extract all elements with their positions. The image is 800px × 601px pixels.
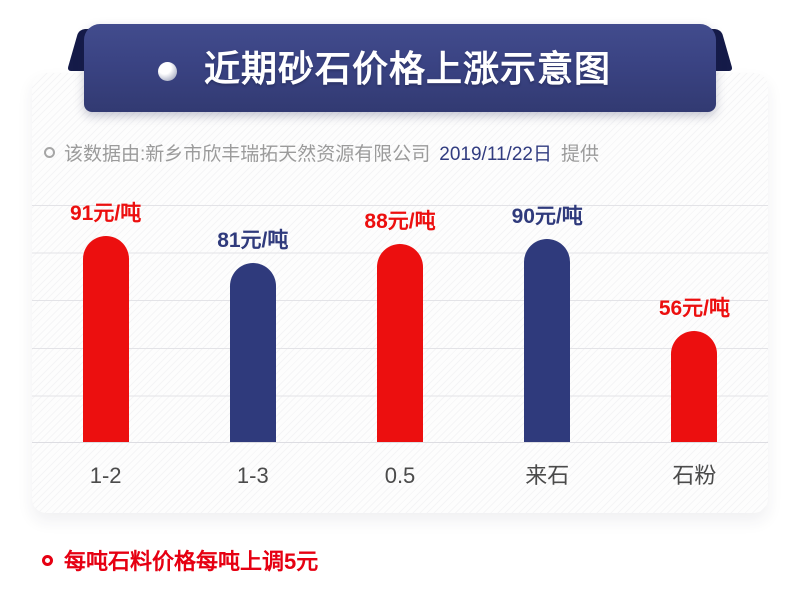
bar-chart: 91元/吨 1-2 81元/吨 1-3 88元/吨 0.5 90元/吨 来石 5…	[32, 202, 768, 488]
bar-group: 88元/吨 0.5	[326, 205, 473, 488]
bar	[524, 239, 571, 442]
bar-value-label: 81元/吨	[217, 229, 289, 252]
bar-group: 90元/吨 来石	[474, 205, 621, 488]
circle-bullet-icon	[42, 554, 53, 566]
bar	[82, 236, 129, 442]
category-label: 来石	[525, 463, 570, 488]
bar-value-label: 91元/吨	[70, 202, 142, 225]
bar-value-label: 88元/吨	[364, 210, 436, 233]
circle-bullet-icon	[44, 147, 55, 158]
category-label: 石粉	[672, 463, 717, 488]
bar	[671, 331, 718, 442]
bar-group: 56元/吨 石粉	[621, 205, 768, 488]
bar-group: 81元/吨 1-3	[179, 205, 326, 488]
page-title: 近期砂石价格上涨示意图	[204, 48, 612, 89]
footnote-text: 每吨石料价格每吨上调5元	[64, 549, 319, 574]
sphere-bullet-icon	[158, 62, 177, 81]
footnote: 每吨石料价格每吨上调5元	[42, 544, 318, 576]
bar-group: 91元/吨 1-2	[32, 202, 179, 488]
title-banner-body: 近期砂石价格上涨示意图	[84, 24, 716, 112]
bar	[229, 263, 276, 442]
category-label: 1-2	[89, 463, 122, 488]
title-banner: 近期砂石价格上涨示意图	[66, 24, 734, 112]
category-label: 0.5	[384, 463, 416, 488]
data-source-date: 2019/11/22日	[439, 144, 552, 165]
category-label: 1-3	[236, 463, 269, 488]
bar	[377, 244, 423, 442]
data-source-suffix: 提供	[560, 144, 599, 165]
data-source-note: 该数据由:新乡市欣丰瑞拓天然资源有限公司 2019/11/22日 提供	[44, 139, 599, 166]
bar-value-label: 56元/吨	[658, 297, 731, 320]
bar-value-label: 90元/吨	[511, 205, 583, 228]
data-source-text: 该数据由:新乡市欣丰瑞拓天然资源有限公司	[64, 144, 431, 165]
chart-card: 该数据由:新乡市欣丰瑞拓天然资源有限公司 2019/11/22日 提供 91元/吨 …	[32, 73, 768, 513]
